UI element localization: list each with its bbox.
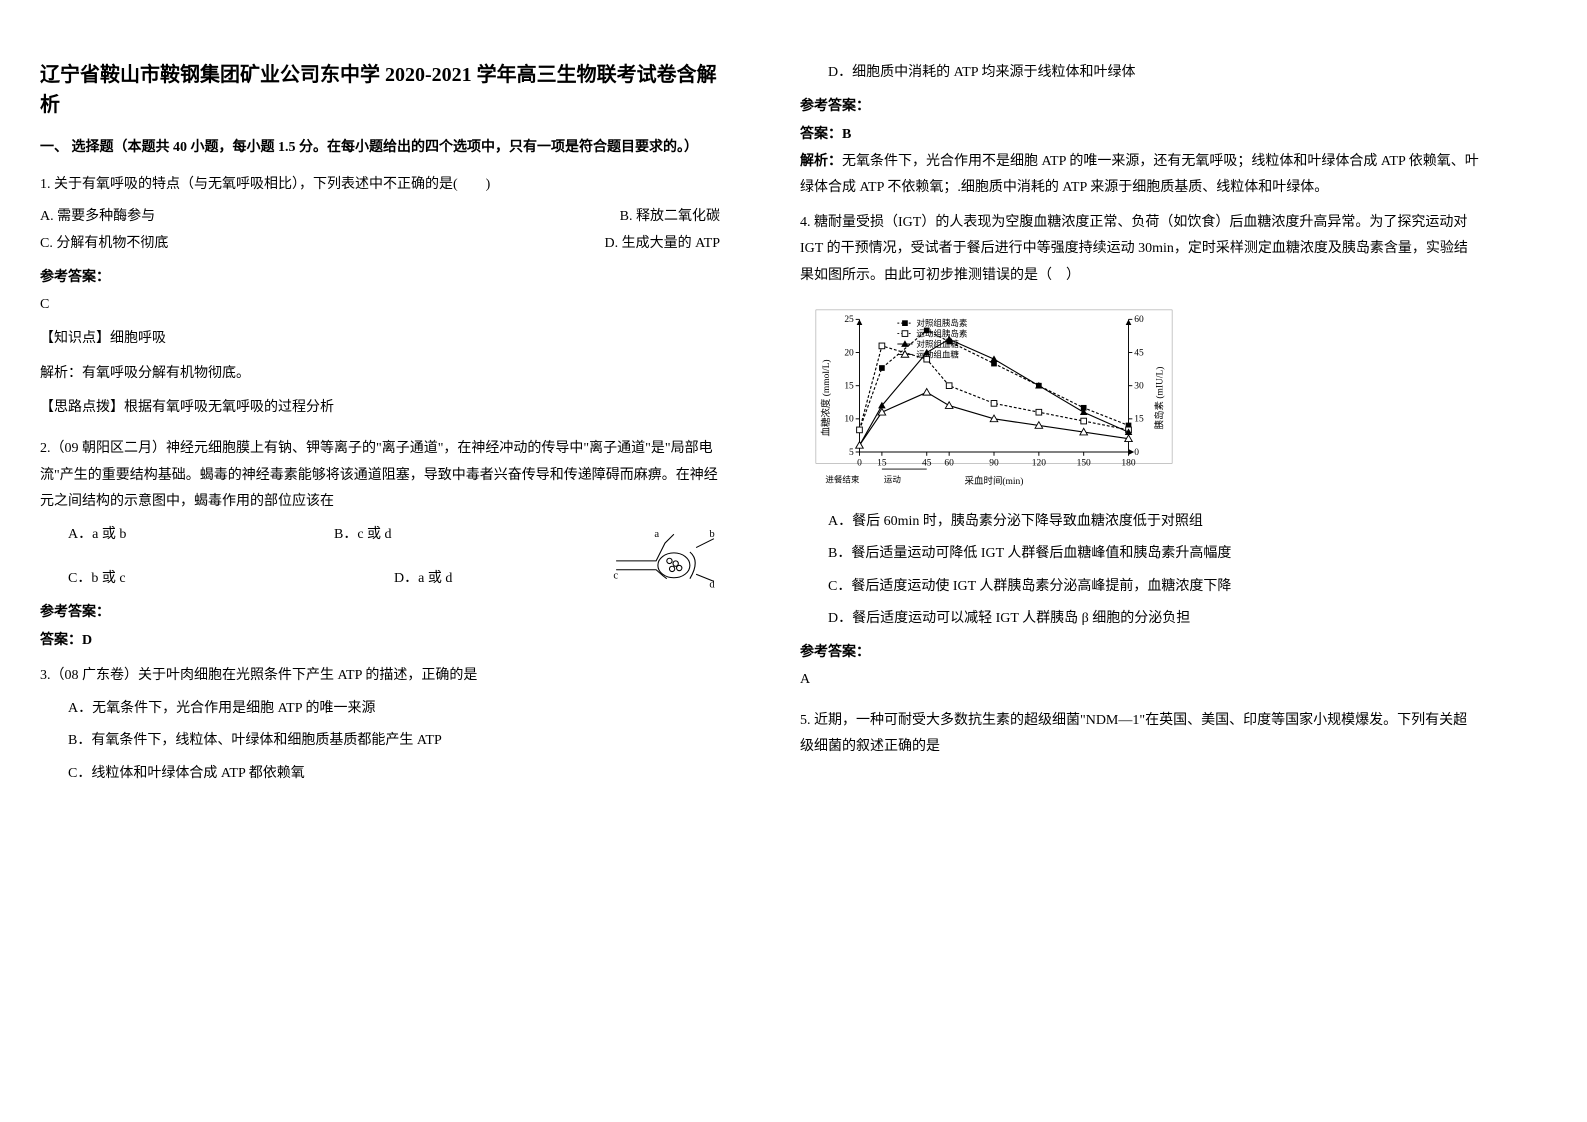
q3-opt-b: B．有氧条件下，线粒体、叶绿体和细胞质基质都能产生 ATP [40,728,720,755]
svg-text:15: 15 [844,381,854,391]
q1-note1: 【知识点】细胞呼吸 [40,326,720,353]
svg-text:120: 120 [1032,458,1046,468]
vesicle-3 [669,566,674,571]
label-b: b [709,529,714,540]
svg-text:胰岛素 (mIU/L): 胰岛素 (mIU/L) [1154,366,1166,429]
vesicle-1 [667,558,672,563]
svg-text:5: 5 [849,447,854,457]
q2-stem: 2.（09 朝阳区二月）神经元细胞膜上有钠、钾等离子的"离子通道"，在神经冲动的… [40,436,720,516]
q1-note2: 解析：有氧呼吸分解有机物彻底。 [40,361,720,388]
q2-ans-label: 参考答案： [40,601,720,621]
svg-text:25: 25 [844,315,854,325]
label-d: d [709,580,715,591]
q4-opt-b: B．餐后适量运动可降低 IGT 人群餐后血糖峰值和胰岛素升高幅度 [800,541,1480,568]
svg-text:0: 0 [857,458,862,468]
q1-stem: 1. 关于有氧呼吸的特点（与无氧呼吸相比），下列表述中不正确的是( ) [40,172,720,199]
q4-opt-c: C．餐后适度运动使 IGT 人群胰岛素分泌高峰提前，血糖浓度下降 [800,574,1480,601]
svg-text:20: 20 [844,348,854,358]
svg-text:90: 90 [989,458,999,468]
q4-opt-a: A．餐后 60min 时，胰岛素分泌下降导致血糖浓度低于对照组 [800,509,1480,536]
question-5: 5. 近期，一种可耐受大多数抗生素的超级细菌"NDM—1"在英国、美国、印度等国… [800,708,1480,761]
q4-stem: 4. 糖耐量受损（IGT）的人表现为空腹血糖浓度正常、负荷（如饮食）后血糖浓度升… [800,210,1480,290]
q3-ans-title: 答案：B [800,123,1480,143]
svg-text:0: 0 [1134,447,1139,457]
vesicle-4 [677,565,682,570]
q4-chart: 5 10 15 20 25 0 15 30 45 60 0 15 45 60 90 120 150 180 血糖浓度… [814,308,1174,488]
svg-text:30: 30 [1134,381,1144,391]
q3-exp: 解析：无氧条件下，光合作用不是细胞 ATP 的唯一来源，还有无氧呼吸；线粒体和叶… [800,149,1480,202]
svg-text:10: 10 [844,414,854,424]
svg-text:15: 15 [1134,414,1144,424]
q4-opt-d: D．餐后适度运动可以减轻 IGT 人群胰岛 β 细胞的分泌负担 [800,606,1480,633]
page-title: 辽宁省鞍山市鞍钢集团矿业公司东中学 2020-2021 学年高三生物联考试卷含解… [40,60,720,120]
svg-text:180: 180 [1121,458,1135,468]
svg-text:运动: 运动 [884,474,902,484]
svg-text:采血时间(min): 采血时间(min) [965,475,1024,487]
q2-opt-a: A．a 或 b [68,522,334,549]
q1-options: A. 需要多种酶参与 B. 释放二氧化碳 C. 分解有机物不彻底 D. 生成大量… [40,204,720,257]
question-2: 2.（09 朝阳区二月）神经元细胞膜上有钠、钾等离子的"离子通道"，在神经冲动的… [40,436,720,649]
q4-ans-value: A [800,667,1480,694]
svg-text:血糖浓度 (mmol/L): 血糖浓度 (mmol/L) [820,359,832,436]
axon-line [616,534,674,561]
svg-text:15: 15 [877,458,887,468]
q1-ans-label: 参考答案： [40,266,720,286]
question-3: 3.（08 广东卷）关于叶肉细胞在光照条件下产生 ATP 的描述，正确的是 A．… [40,663,720,787]
q3-opt-a: A．无氧条件下，光合作用是细胞 ATP 的唯一来源 [40,696,720,723]
question-4: 4. 糖耐量受损（IGT）的人表现为空腹血糖浓度正常、负荷（如饮食）后血糖浓度升… [800,210,1480,694]
svg-text:对照组胰岛素: 对照组胰岛素 [916,318,968,328]
q1-ans-value: C [40,292,720,319]
q1-opt-c: C. 分解有机物不彻底 [40,231,380,258]
q5-stem: 5. 近期，一种可耐受大多数抗生素的超级细菌"NDM—1"在英国、美国、印度等国… [800,708,1480,761]
q3-stem: 3.（08 广东卷）关于叶肉细胞在光照条件下产生 ATP 的描述，正确的是 [40,663,720,690]
q1-opt-a: A. 需要多种酶参与 [40,204,380,231]
q2-opt-c: C．b 或 c [68,566,394,593]
q4-ans-label: 参考答案： [800,641,1480,661]
q1-opt-b: B. 释放二氧化碳 [380,204,720,231]
q2-ans-value: 答案：D [40,629,720,649]
svg-text:45: 45 [922,458,932,468]
svg-text:对照组血糖: 对照组血糖 [916,338,959,348]
svg-text:45: 45 [1134,348,1144,358]
q3-ans-label: 参考答案： [800,95,1480,115]
label-a: a [654,529,659,540]
q3-exp-text: 无氧条件下，光合作用不是细胞 ATP 的唯一来源，还有无氧呼吸；线粒体和叶绿体合… [800,154,1479,196]
svg-text:60: 60 [944,458,954,468]
svg-text:150: 150 [1077,458,1091,468]
synapse-diagram: a b c d [610,512,720,592]
svg-text:运动组血糖: 运动组血糖 [916,349,959,359]
post-membrane [690,552,695,579]
q2-opt-b: B．c 或 d [334,522,600,549]
svg-text:进餐结束: 进餐结束 [825,474,860,484]
svg-text:运动组胰岛素: 运动组胰岛素 [916,328,968,338]
section-1-title: 一、 选择题（本题共 40 小题，每小题 1.5 分。在每小题给出的四个选项中，… [40,136,720,160]
right-column: D．细胞质中消耗的 ATP 均来源于线粒体和叶绿体 参考答案： 答案：B 解析：… [780,40,1500,821]
arrow-b [696,539,714,548]
q3-opt-c: C．线粒体和叶绿体合成 ATP 都依赖氧 [40,761,720,788]
q3-opt-d: D．细胞质中消耗的 ATP 均来源于线粒体和叶绿体 [800,60,1480,87]
question-1: 1. 关于有氧呼吸的特点（与无氧呼吸相比），下列表述中不正确的是( ) A. 需… [40,172,720,422]
label-c: c [613,571,618,582]
left-column: 辽宁省鞍山市鞍钢集团矿业公司东中学 2020-2021 学年高三生物联考试卷含解… [20,40,740,821]
q1-note3: 【思路点拨】根据有氧呼吸无氧呼吸的过程分析 [40,395,720,422]
q1-opt-d: D. 生成大量的 ATP [380,231,720,258]
svg-text:60: 60 [1134,315,1144,325]
